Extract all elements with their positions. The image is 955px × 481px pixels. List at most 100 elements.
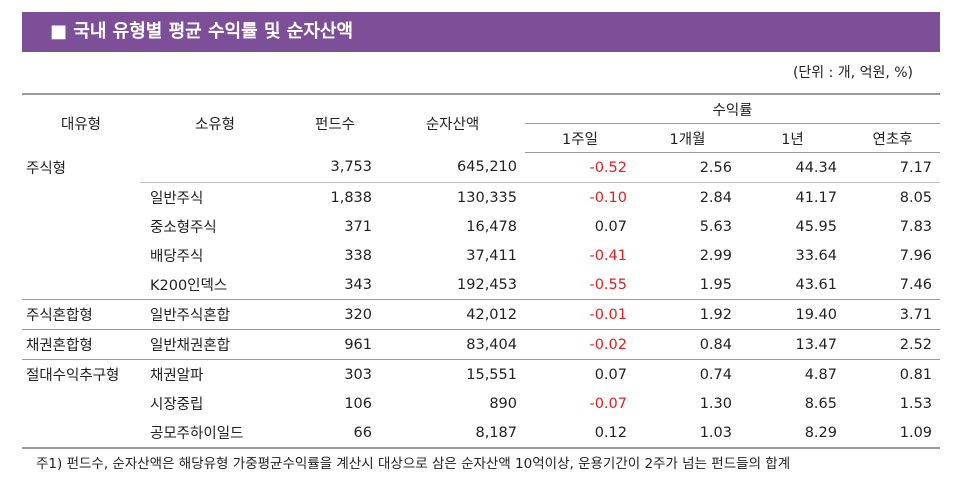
net-assets: 192,453 [380, 270, 525, 300]
return-1m: 1.95 [635, 270, 740, 300]
fund-count: 320 [290, 299, 380, 330]
return-1y: 33.64 [795, 247, 837, 264]
return-1w: -0.41 [589, 247, 627, 264]
return-1w: -0.10 [589, 189, 627, 206]
minor-type [140, 152, 290, 183]
return-1w: -0.01 [525, 299, 635, 330]
minor-type: 시장중립 [150, 397, 204, 413]
sub-column-header: 1년 [740, 123, 845, 153]
sub-column-header: 1개월 [635, 123, 740, 153]
table-header: 대유형 소유형 펀드수 순자산액 수익률 1주일 1개월 1년 연초후 [22, 93, 941, 153]
fund-count: 371 [344, 218, 372, 235]
major-type [22, 241, 140, 270]
minor-type: 일반주식 [150, 191, 204, 207]
column-header: 펀드수 [290, 93, 380, 153]
return-1w: -0.02 [525, 329, 635, 360]
return-1m: 0.84 [635, 329, 740, 360]
table-row: 일반주식 1,838 130,335 -0.10 2.84 41.17 8.05 [22, 183, 940, 213]
table-row: 시장중립 106 890 -0.07 1.30 8.65 1.53 [22, 389, 940, 418]
table-row: 주식혼합형 일반주식혼합 320 42,012 -0.01 1.92 19.40 3.71 [22, 299, 941, 330]
major-type: 채권혼합형 [22, 329, 140, 360]
return-1w: 0.07 [594, 218, 627, 235]
major-type: 주식혼합형 [22, 299, 140, 330]
return-ytd: 1.09 [845, 418, 941, 449]
net-assets: 42,012 [380, 299, 525, 330]
major-type: 주식형 [26, 161, 67, 177]
fund-table: 대유형 소유형 펀드수 순자산액 수익률 1주일 1개월 1년 연초후 주식형 3… [22, 93, 941, 449]
minor-type: 채권알파 [150, 368, 204, 384]
net-assets: 16,478 [466, 218, 517, 235]
minor-type: 일반채권혼합 [140, 329, 290, 360]
fund-count: 961 [290, 329, 380, 360]
major-type [22, 183, 140, 213]
return-1y: 13.47 [740, 329, 845, 360]
net-assets: 37,411 [466, 247, 517, 264]
major-type [22, 212, 140, 241]
return-1m: 2.99 [699, 247, 732, 264]
net-assets: 645,210 [380, 152, 525, 183]
minor-type: K200인덱스 [140, 270, 290, 300]
unit-note: (단위 : 개, 억원, %) [792, 65, 913, 81]
table-row: K200인덱스 343 192,453 -0.55 1.95 43.61 7.46 [22, 270, 941, 300]
fund-count: 303 [344, 366, 372, 383]
return-1w: 0.12 [525, 418, 635, 449]
footnote: 주1) 펀드수, 순자산액은 해당유형 가중평균수익률을 계산시 대상으로 삼은… [36, 456, 791, 472]
return-1y: 8.29 [740, 418, 845, 449]
return-1w: -0.07 [589, 395, 627, 412]
return-1m: 2.84 [699, 189, 732, 206]
return-1m: 2.56 [635, 152, 740, 183]
column-header: 순자산액 [380, 93, 525, 153]
sub-column-header: 1주일 [525, 123, 635, 153]
minor-type: 배당주식 [150, 249, 204, 265]
title-bar: ■ 국내 유형별 평균 수익률 및 순자산액 [22, 12, 940, 52]
return-ytd: 7.83 [899, 218, 933, 235]
fund-count: 338 [344, 247, 372, 264]
return-1y: 43.61 [740, 270, 845, 300]
return-1m: 1.03 [635, 418, 740, 449]
table-row: 공모주하이일드 66 8,187 0.12 1.03 8.29 1.09 [22, 418, 941, 449]
fund-count: 106 [344, 395, 372, 412]
return-1m: 5.63 [699, 218, 732, 235]
table-row: 주식형 3,753 645,210 -0.52 2.56 44.34 7.17 [22, 152, 941, 183]
table-row: 중소형주식 371 16,478 0.07 5.63 45.95 7.83 [22, 212, 940, 241]
return-ytd: 3.71 [845, 299, 941, 330]
minor-type: 공모주하이일드 [140, 418, 290, 449]
return-ytd: 1.53 [899, 395, 933, 412]
major-type [22, 389, 140, 418]
return-1y: 44.34 [740, 152, 845, 183]
table-body: 주식형 3,753 645,210 -0.52 2.56 44.34 7.17 일반주식 1,8… [22, 152, 941, 449]
return-ytd: 0.81 [899, 366, 933, 383]
column-header: 대유형 [22, 93, 140, 153]
return-ytd: 2.52 [845, 329, 941, 360]
group-header: 수익률 [525, 93, 941, 124]
return-1y: 41.17 [795, 189, 837, 206]
minor-type: 중소형주식 [150, 220, 217, 236]
return-1y: 4.87 [804, 366, 837, 383]
net-assets: 890 [489, 395, 517, 412]
return-1w: -0.55 [525, 270, 635, 300]
return-1m: 1.30 [699, 395, 732, 412]
return-1w: 0.07 [594, 366, 627, 383]
minor-type: 일반주식혼합 [140, 299, 290, 330]
table-row: 채권혼합형 일반채권혼합 961 83,404 -0.02 0.84 13.47 2.52 [22, 329, 941, 360]
column-header: 소유형 [140, 93, 290, 153]
net-assets: 130,335 [457, 189, 517, 206]
return-ytd: 8.05 [899, 189, 933, 206]
net-assets: 83,404 [380, 329, 525, 360]
table-row: 배당주식 338 37,411 -0.41 2.99 33.64 7.96 [22, 241, 940, 270]
sub-column-header: 연초후 [845, 123, 941, 153]
return-1m: 0.74 [699, 366, 732, 383]
return-1m: 1.92 [635, 299, 740, 330]
major-type: 절대수익추구형 [26, 368, 120, 384]
major-type [22, 418, 140, 449]
fund-count: 3,753 [290, 152, 380, 183]
return-1y: 45.95 [795, 218, 837, 235]
return-1y: 19.40 [740, 299, 845, 330]
major-type [22, 270, 140, 300]
fund-count: 1,838 [330, 189, 372, 206]
return-1y: 8.65 [804, 395, 837, 412]
return-ytd: 7.17 [845, 152, 941, 183]
return-ytd: 7.46 [845, 270, 941, 300]
return-ytd: 7.96 [899, 247, 933, 264]
